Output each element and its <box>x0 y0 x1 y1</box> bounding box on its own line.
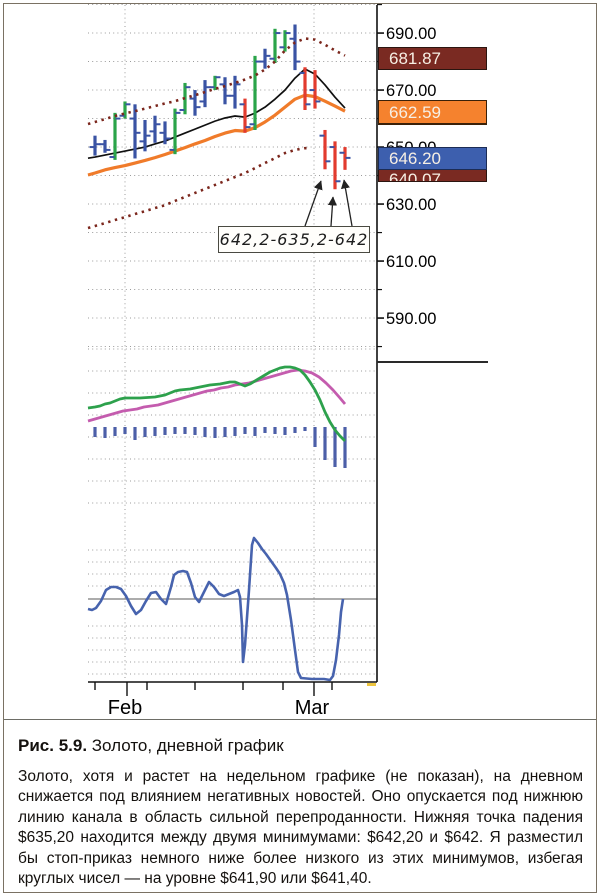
caption-title-line: Рис. 5.9. Золото, дневной график <box>18 736 583 756</box>
caption-separator <box>4 719 596 720</box>
lows-annotation-text: 642,2-635,2-642 <box>219 230 369 249</box>
upper-channel-value: 681.87 <box>389 49 441 68</box>
price-bars <box>89 24 351 190</box>
time-axis: Feb Mar <box>88 681 377 719</box>
price-badge-slow-ema: 662.59 <box>378 100 487 125</box>
last-price-value: 646.20 <box>389 149 441 168</box>
figure-body-text: Золото, хотя и растет на недельном графи… <box>18 768 583 888</box>
figure-caption: Рис. 5.9. Золото, дневной график Золото,… <box>18 736 583 889</box>
annotation-arrows <box>304 179 353 227</box>
price-axis-label: 630.00 <box>386 196 436 214</box>
lower-channel-value: 640.07 <box>389 170 441 182</box>
price-badge-upper-channel: 681.87 <box>378 47 487 70</box>
price-axis-label: 610.00 <box>386 253 436 271</box>
price-axis-label: 670.00 <box>386 82 436 100</box>
time-axis-label: Feb <box>108 697 142 719</box>
price-axis-label: 690.00 <box>386 25 436 43</box>
chart-canvas: 690.00670.00650.00630.00610.00590.00FebM… <box>87 3 488 719</box>
figure-title: Золото, дневной график <box>91 736 284 755</box>
chart-area: 690.00670.00650.00630.00610.00590.00FebM… <box>87 3 488 719</box>
figure-number: Рис. 5.9. <box>18 736 88 755</box>
price-badge-last-price: 646.20 <box>378 147 487 170</box>
price-channel-dotted <box>87 37 346 230</box>
slow-ema-value: 662.59 <box>389 102 441 122</box>
axis-end-marker <box>367 683 376 686</box>
price-axis-label: 590.00 <box>386 310 436 328</box>
time-axis-label: Mar <box>295 697 330 719</box>
macd-panel <box>87 365 347 468</box>
lows-annotation-box: 642,2-635,2-642 <box>218 226 370 253</box>
force-index-panel <box>87 536 377 682</box>
gridlines <box>88 4 377 681</box>
